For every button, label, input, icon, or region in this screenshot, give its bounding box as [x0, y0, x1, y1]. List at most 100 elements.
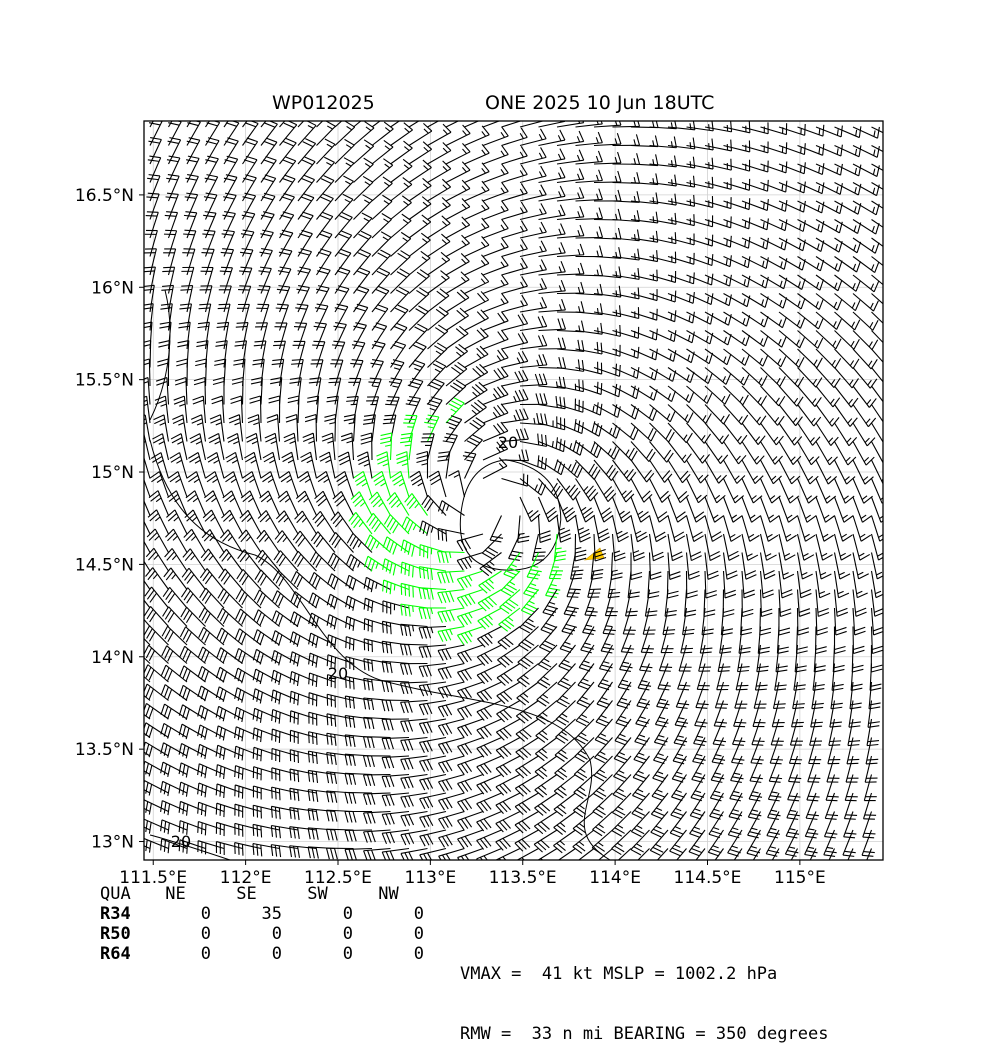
wind-barb	[594, 404, 620, 417]
wind-barb	[182, 568, 205, 589]
wind-barb	[761, 497, 780, 522]
wind-barb	[872, 331, 897, 351]
wind-barb	[372, 140, 393, 164]
wind-barb	[324, 415, 335, 442]
wind-barb	[798, 405, 821, 427]
wind-barb	[127, 587, 150, 608]
wind-barb	[779, 497, 798, 522]
wind-barb	[631, 497, 650, 522]
header-qua: QUA	[100, 884, 140, 904]
wind-barb	[275, 531, 298, 553]
wind-barb	[517, 682, 539, 705]
header-ne: NE	[140, 884, 211, 904]
wind-barb	[126, 606, 150, 626]
wind-barb	[496, 849, 520, 869]
wind-barb	[238, 550, 261, 571]
wind-barb	[576, 151, 603, 164]
wind-barb	[650, 497, 669, 522]
wind-barb	[536, 701, 557, 725]
wind-barb	[465, 200, 490, 220]
wind-barb	[258, 510, 279, 534]
wind-barb	[428, 271, 450, 294]
wind-barb	[428, 106, 452, 127]
wind-barb	[416, 452, 427, 479]
wind-barb	[687, 479, 707, 503]
wind-barb	[496, 719, 520, 740]
wind-barb	[382, 738, 409, 750]
wind-barb	[260, 491, 280, 516]
wind-barb	[136, 396, 150, 423]
wind-barbs	[124, 101, 898, 875]
wind-barb	[668, 479, 689, 503]
wind-barb	[203, 510, 224, 534]
wind-barb	[293, 531, 316, 552]
wind-barb	[419, 645, 446, 658]
wind-barb	[465, 144, 490, 164]
wind-barb	[705, 423, 729, 444]
y-tick-label: 15°N	[91, 463, 134, 483]
wind-barb	[382, 756, 409, 768]
wind-barb	[419, 608, 446, 619]
contour-label: 20	[498, 433, 518, 452]
wind-barb	[410, 471, 428, 497]
radius-se: 35	[211, 904, 282, 924]
wind-barb	[438, 775, 464, 792]
wind-barb	[520, 354, 547, 367]
wind-barb	[165, 529, 187, 552]
wind-barb	[705, 553, 719, 580]
wind-barb	[483, 385, 508, 404]
wind-barb	[576, 170, 603, 183]
wind-barb	[872, 553, 888, 579]
wind-barb	[477, 812, 502, 831]
wind-barb	[391, 141, 413, 164]
wind-barb	[742, 497, 761, 522]
wind-barb	[496, 756, 520, 777]
wind-barb	[594, 497, 613, 522]
wind-barb	[261, 472, 279, 497]
radius-sw: 0	[282, 944, 353, 964]
wind-barb	[145, 587, 169, 608]
wind-barb	[761, 423, 784, 445]
wind-barb	[478, 590, 501, 612]
wind-barb	[557, 168, 584, 182]
wind-barb	[429, 471, 446, 497]
wind-barb	[201, 549, 224, 571]
wind-barb	[465, 107, 490, 127]
header-se: SE	[211, 884, 282, 904]
wind-barb	[463, 452, 476, 478]
wind-barb	[483, 275, 508, 294]
wind-barb	[132, 472, 150, 497]
wind-barb	[477, 830, 502, 849]
wind-barb	[477, 682, 501, 702]
wind-barb	[631, 349, 657, 360]
wind-barb	[458, 719, 483, 737]
wind-barb	[576, 113, 603, 127]
wind-barb	[798, 590, 811, 617]
wind-barb	[872, 294, 897, 312]
wind-barb	[224, 472, 242, 497]
wind-barb	[465, 273, 489, 293]
wind-barb	[613, 460, 636, 481]
y-tick-label: 14°N	[91, 648, 134, 668]
wind-barb	[853, 479, 873, 504]
wind-barb	[428, 124, 452, 145]
wind-barb	[779, 405, 802, 426]
wind-barb	[483, 256, 508, 275]
wind-barb	[296, 491, 316, 515]
wind-barb	[477, 719, 502, 739]
wind-barb	[419, 627, 446, 639]
wind-barb	[448, 471, 464, 497]
wind-barb	[613, 367, 639, 378]
wind-barb	[147, 529, 168, 553]
wind-barb	[439, 830, 465, 847]
y-tick-label: 14.5°N	[75, 555, 134, 575]
wind-barb	[557, 187, 584, 201]
wind-barb	[372, 122, 393, 145]
wind-barb	[517, 664, 538, 687]
wind-barb	[401, 719, 428, 732]
wind-barb	[835, 386, 858, 407]
wind-barb	[303, 433, 317, 460]
wind-barb	[465, 181, 490, 201]
wind-barb	[446, 107, 470, 127]
wind-barb	[483, 404, 508, 423]
